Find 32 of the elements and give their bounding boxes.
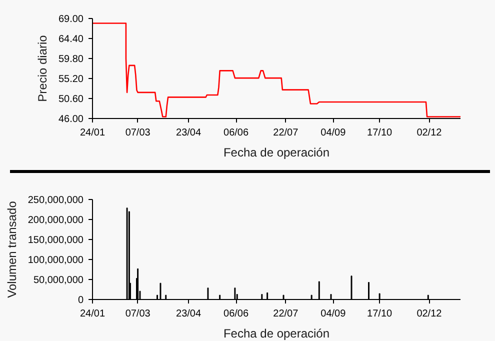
y-tick-label: 200,000,000: [28, 215, 84, 226]
y-tick-label: 55.20: [58, 74, 84, 85]
x-tick-label: 23/04: [176, 308, 202, 320]
x-axis-title: Fecha de operación: [223, 146, 330, 160]
y-tick-label: 50.60: [58, 94, 84, 105]
y-tick-label: 64.40: [58, 34, 84, 45]
x-tick-label: 17/10: [367, 128, 393, 138]
y-tick-label: 50,000,000: [33, 275, 84, 286]
x-tick-label: 07/03: [125, 128, 151, 138]
y-tick-label: 250,000,000: [28, 195, 84, 206]
y-tick-label: 46.00: [58, 114, 84, 125]
y-tick-label: 0: [78, 295, 84, 306]
y-axis-title: Precio diario: [35, 34, 50, 102]
x-tick-label: 22/07: [273, 128, 299, 138]
x-tick-label: 24/01: [80, 308, 106, 320]
y-axis-title: Volumen transado: [4, 200, 19, 298]
x-axis-title: Fecha de operación: [223, 326, 330, 340]
x-tick-label: 04/09: [320, 128, 346, 138]
x-tick-label: 02/12: [416, 128, 442, 138]
x-tick-label: 07/03: [125, 308, 151, 320]
x-tick-label: 06/06: [224, 308, 249, 320]
y-tick-label: 100,000,000: [28, 255, 84, 266]
x-tick-label: 04/09: [320, 308, 346, 320]
y-tick-label: 59.80: [58, 54, 84, 65]
x-tick-label: 06/06: [224, 128, 249, 138]
x-tick-label: 23/04: [176, 128, 202, 138]
y-tick-label: 150,000,000: [28, 235, 84, 246]
x-tick-label: 17/10: [367, 308, 393, 320]
x-tick-label: 24/01: [80, 128, 106, 138]
y-tick-label: 69.00: [58, 14, 84, 25]
x-tick-label: 22/07: [273, 308, 299, 320]
x-tick-label: 02/12: [416, 308, 442, 320]
